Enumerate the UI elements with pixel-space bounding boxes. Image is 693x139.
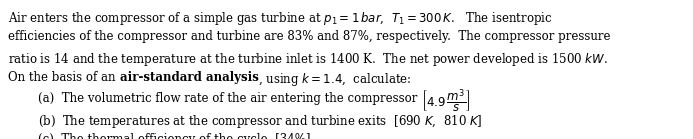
Text: air-standard analysis: air-standard analysis — [120, 71, 258, 85]
Text: (b)  The temperatures at the compressor and turbine exits  [690 $K$,  810 $K$]: (b) The temperatures at the compressor a… — [38, 113, 483, 130]
Text: (c)  The thermal efficiency of the cycle  [34%]: (c) The thermal efficiency of the cycle … — [38, 133, 310, 139]
Text: Air enters the compressor of a simple gas turbine at $p_1 = 1\,bar$,  $T_1 = 300: Air enters the compressor of a simple ga… — [8, 10, 553, 27]
Text: , using $k = 1.4$,  calculate:: , using $k = 1.4$, calculate: — [258, 71, 412, 88]
Text: On the basis of an: On the basis of an — [8, 71, 120, 85]
Text: $\left[4.9\,\dfrac{m^3}{s}\right]$: $\left[4.9\,\dfrac{m^3}{s}\right]$ — [421, 87, 471, 115]
Text: ratio is 14 and the temperature at the turbine inlet is 1400 K.  The net power d: ratio is 14 and the temperature at the t… — [8, 51, 608, 68]
Text: (a)  The volumetric flow rate of the air entering the compressor: (a) The volumetric flow rate of the air … — [38, 92, 417, 105]
Text: efficiencies of the compressor and turbine are 83% and 87%, respectively.  The c: efficiencies of the compressor and turbi… — [8, 30, 611, 43]
